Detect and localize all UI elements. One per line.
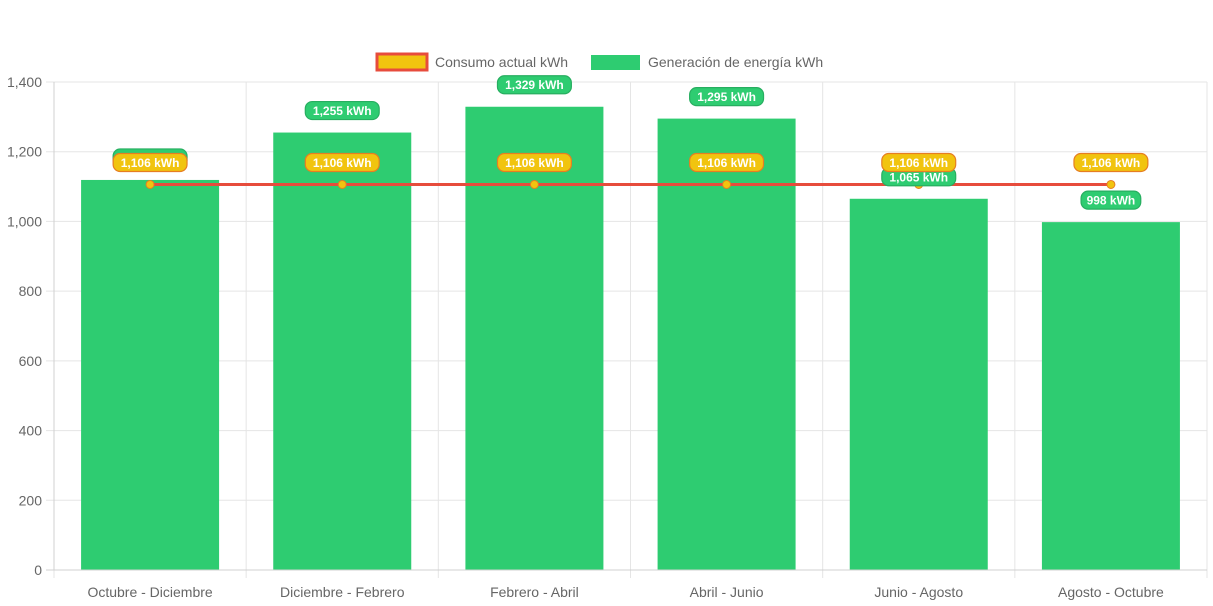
- point-label-consumo-bg: [689, 152, 765, 173]
- point-label-consumo: 1,106 kWh: [689, 152, 765, 173]
- legend-swatch-generacion[interactable]: [591, 55, 640, 70]
- x-tick-label: Diciembre - Febrero: [280, 584, 405, 600]
- x-tick-label: Abril - Junio: [690, 584, 764, 600]
- bar-label-generacion-text: 1,329 kWh: [505, 78, 564, 92]
- point-consumo[interactable]: [145, 179, 155, 189]
- x-tick-label: Agosto - Octubre: [1058, 584, 1164, 600]
- bar-label-generacion: 1,295 kWh: [689, 86, 765, 107]
- point-consumo[interactable]: [529, 179, 539, 189]
- bar-label-generacion: 1,329 kWh: [496, 75, 572, 95]
- point-label-consumo: 1,106 kWh: [1073, 152, 1149, 173]
- bar-label-generacion-bg: [496, 75, 572, 95]
- y-tick-label: 0: [34, 562, 42, 578]
- point-label-consumo: 1,106 kWh: [881, 152, 957, 173]
- bars: [81, 106, 1180, 571]
- point-consumo[interactable]: [337, 179, 347, 189]
- point-label-consumo-bg: [496, 152, 572, 173]
- legend-label-consumo: Consumo actual kWh: [435, 54, 568, 70]
- grid: [46, 81, 1208, 578]
- y-tick-label: 1,400: [7, 74, 42, 90]
- bar-generacion[interactable]: [273, 132, 412, 571]
- point-label-consumo-text: 1,106 kWh: [121, 156, 180, 170]
- x-tick-label: Febrero - Abril: [490, 584, 579, 600]
- y-tick-label: 1,000: [7, 213, 42, 229]
- bar-label-generacion: 1,065 kWh: [881, 167, 957, 187]
- legend-label-generacion: Generación de energía kWh: [648, 54, 823, 70]
- legend-swatch-consumo[interactable]: [375, 52, 429, 72]
- x-tick-label: Octubre - Diciembre: [87, 584, 212, 600]
- bar-generacion[interactable]: [81, 179, 220, 570]
- bar-label-generacion-bg: [1080, 190, 1142, 210]
- bar-label-generacion-text: 1,255 kWh: [313, 104, 372, 118]
- bar-label-generacion-text: 998 kWh: [1087, 194, 1136, 208]
- point-label-consumo: 1,106 kWh: [112, 152, 188, 173]
- bar-generacion[interactable]: [465, 106, 604, 571]
- y-tick-label: 200: [19, 492, 43, 508]
- axes: 0 200 400 600 800 1,000 1,200 1,400 Octubre - Di…: [7, 74, 1207, 600]
- point-consumo[interactable]: [1106, 179, 1116, 189]
- bar-label-generacion-text: 1,295 kWh: [697, 90, 756, 104]
- y-tick-label: 400: [19, 423, 43, 439]
- bar-label-generacion: 998 kWh: [1080, 190, 1142, 210]
- point-label-consumo-bg: [1073, 152, 1149, 173]
- y-tick-label: 1,200: [7, 144, 42, 160]
- legend: Consumo actual kWh Generación de energía…: [375, 52, 823, 72]
- point-label-consumo: 1,106 kWh: [304, 152, 380, 173]
- y-tick-label: 600: [19, 353, 43, 369]
- point-label-consumo-text: 1,106 kWh: [889, 156, 948, 170]
- point-consumo[interactable]: [722, 179, 732, 189]
- bar-generacion[interactable]: [849, 198, 988, 570]
- bar-label-generacion: 1,255 kWh: [304, 100, 380, 121]
- point-label-consumo-text: 1,106 kWh: [1082, 156, 1141, 170]
- point-label-consumo-bg: [304, 152, 380, 173]
- bar-label-generacion-bg: [304, 100, 380, 121]
- point-label-consumo-text: 1,106 kWh: [505, 156, 564, 170]
- bar-label-generacion-text: 1,065 kWh: [889, 170, 948, 184]
- bar-generacion[interactable]: [1041, 222, 1180, 570]
- point-label-consumo-text: 1,106 kWh: [313, 156, 372, 170]
- bar-generacion[interactable]: [657, 118, 796, 570]
- point-label-consumo-bg: [112, 152, 188, 173]
- y-tick-label: 800: [19, 283, 43, 299]
- point-label-consumo-text: 1,106 kWh: [697, 156, 756, 170]
- bar-label-generacion-bg: [689, 86, 765, 107]
- x-tick-label: Junio - Agosto: [874, 584, 963, 600]
- point-label-consumo-bg: [881, 152, 957, 173]
- point-label-consumo: 1,106 kWh: [496, 152, 572, 173]
